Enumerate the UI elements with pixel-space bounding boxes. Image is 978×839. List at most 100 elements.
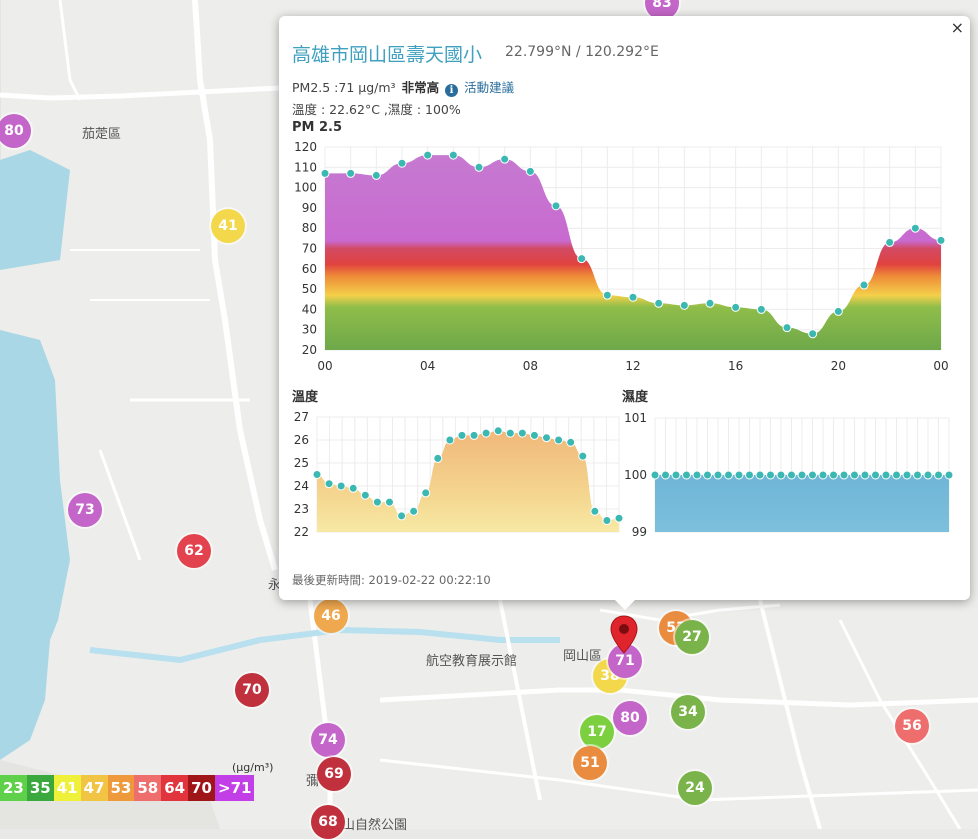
station-marker[interactable]: 24 (678, 771, 712, 805)
data-point (324, 479, 334, 489)
station-marker[interactable]: 34 (671, 695, 705, 729)
data-point (517, 428, 527, 438)
data-point (397, 511, 407, 521)
data-point (936, 235, 946, 245)
data-point (525, 166, 535, 176)
data-point (833, 306, 843, 316)
station-title: 高雄市岡山區壽天國小 (292, 44, 483, 66)
data-point (724, 470, 733, 480)
x-tick-label: 00 (933, 359, 948, 373)
place-label: 岡山區 (563, 649, 603, 664)
data-point (713, 470, 723, 480)
data-point (766, 470, 775, 480)
legend-item: 47 (80, 775, 108, 801)
chart-title: 濕度 (622, 389, 649, 405)
legend-item: 41 (53, 775, 81, 801)
x-tick-label: 08 (523, 359, 538, 373)
y-tick-label: 90 (302, 201, 317, 215)
data-point (614, 513, 624, 523)
pm25-level: 非常高 (401, 80, 440, 95)
station-marker[interactable]: 73 (68, 493, 102, 527)
legend-item: 64 (161, 775, 189, 801)
station-marker[interactable]: 71 (608, 644, 642, 678)
station-coords: 22.799°N / 120.292°E (505, 44, 659, 60)
chart-title: PM 2.5 (292, 120, 342, 135)
station-marker[interactable]: 51 (573, 746, 607, 780)
place-label: 航空教育展示館 (426, 654, 518, 669)
station-marker[interactable]: 80 (613, 701, 647, 735)
data-point (590, 506, 600, 516)
data-point (493, 426, 503, 436)
x-tick-label: 04 (420, 359, 435, 373)
y-tick-label: 80 (302, 221, 317, 235)
data-point (457, 430, 467, 440)
legend-item: 58 (134, 775, 162, 801)
station-marker[interactable]: 27 (675, 620, 709, 654)
station-marker[interactable]: 74 (311, 723, 345, 757)
data-point (409, 506, 419, 516)
x-tick-label: 20 (831, 359, 846, 373)
data-point (348, 483, 358, 493)
station-marker[interactable]: 83 (645, 0, 679, 20)
data-point (703, 470, 712, 480)
data-point (336, 481, 346, 491)
place-label: 茄萣區 (82, 127, 122, 142)
data-point (421, 488, 431, 498)
station-marker[interactable]: 69 (317, 757, 351, 791)
data-point (505, 428, 515, 438)
x-tick-label: 00 (317, 359, 332, 373)
data-point (566, 437, 576, 447)
data-point (577, 254, 587, 264)
legend-item: 70 (188, 775, 215, 801)
data-point (705, 298, 715, 308)
y-tick-label: 100 (294, 181, 317, 195)
data-point (372, 497, 382, 507)
data-point (787, 470, 796, 480)
data-point (397, 158, 407, 168)
station-marker[interactable]: 56 (895, 709, 929, 743)
data-point (860, 470, 870, 480)
location-pin-icon[interactable] (610, 615, 638, 655)
data-point (871, 470, 880, 480)
y-tick-label: 120 (294, 140, 317, 154)
data-point (850, 470, 859, 480)
data-point (756, 304, 766, 314)
activity-advice-link[interactable]: 活動建議 (464, 80, 515, 95)
legend-item: 53 (107, 775, 135, 801)
station-marker[interactable]: 68 (311, 805, 345, 839)
data-point (923, 470, 933, 480)
info-icon[interactable]: i (445, 84, 459, 97)
data-point (808, 470, 817, 480)
data-point (892, 470, 901, 480)
data-point (797, 470, 807, 480)
data-point (474, 162, 484, 172)
data-point (859, 280, 869, 290)
data-point (448, 150, 458, 160)
data-point (818, 470, 828, 480)
y-tick-label: 40 (302, 302, 317, 316)
data-point (320, 168, 330, 178)
y-tick-label: 20 (302, 343, 317, 357)
weather-summary: 溫度 : 22.62°C ,濕度 : 100% (292, 102, 461, 117)
y-tick-label: 25 (294, 456, 309, 470)
y-tick-label: 23 (294, 502, 309, 516)
station-marker[interactable]: 80 (0, 114, 31, 148)
station-marker[interactable]: 46 (314, 599, 348, 633)
pm25-legend: 23 35 41 47 53 58 64 70 >71 (0, 775, 255, 801)
station-marker[interactable]: 70 (235, 673, 269, 707)
legend-item: >71 (215, 775, 255, 801)
station-marker[interactable]: 41 (211, 209, 245, 243)
station-marker[interactable]: 17 (580, 715, 614, 749)
legend-item: 23 (0, 775, 27, 801)
pm25-value: PM2.5 :71 μg/m³ (292, 80, 396, 95)
data-point (881, 470, 891, 480)
data-point (731, 302, 741, 312)
close-icon[interactable]: × (950, 18, 964, 37)
humidity-chart: 濕度 99 100 101 (622, 389, 954, 539)
data-point (650, 470, 660, 480)
data-point (755, 470, 765, 480)
legend-item: 35 (26, 775, 54, 801)
data-point (554, 435, 564, 445)
y-tick-label: 30 (302, 323, 317, 337)
station-marker[interactable]: 62 (177, 534, 211, 568)
